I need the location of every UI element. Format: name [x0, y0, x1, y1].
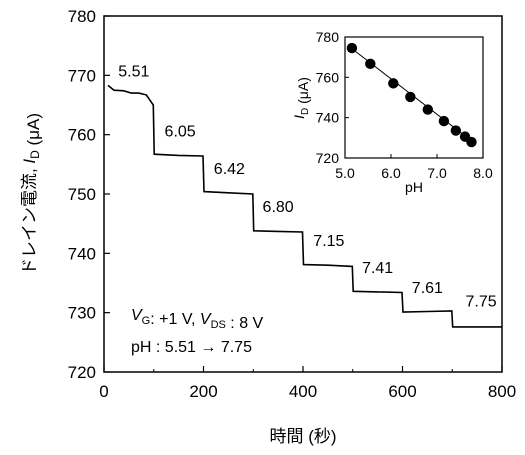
inset-y-tick-label: 720: [316, 150, 340, 166]
inset-x-axis-title: pH: [405, 179, 423, 195]
y-tick-label: 740: [68, 244, 96, 263]
x-tick-label: 800: [488, 382, 516, 401]
ph-step-label: 7.75: [466, 294, 497, 311]
inset-x-tick-label: 5.0: [335, 165, 355, 181]
ph-step-labels: 5.51 6.05 6.42 6.80 7.15 7.41 7.61 7.75: [118, 64, 496, 311]
inset-points: [346, 42, 477, 148]
y-tick-label: 780: [68, 7, 96, 26]
x-tick-label: 0: [99, 382, 108, 401]
condition-line: pH : 5.51 → 7.75: [131, 339, 252, 356]
inset-data-point: [466, 136, 477, 148]
ph-step-label: 7.15: [313, 233, 344, 250]
inset-data-point: [405, 91, 416, 103]
y-tick-label: 720: [68, 363, 96, 382]
inset-data-point: [388, 78, 399, 89]
x-tick-label: 600: [388, 382, 416, 401]
measurement-conditions: VG: +1 V, VDS : 8 V pH : 5.51 → 7.75: [131, 307, 264, 356]
y-tick-label: 760: [68, 126, 96, 145]
ph-step-label: 6.42: [214, 161, 245, 178]
inset-data-point: [438, 115, 450, 127]
inset-tick-labels: 5.0 6.0 7.0 8.0 720 740 760 780: [316, 29, 493, 181]
main-ticks: [103, 15, 503, 373]
x-tick-label: 200: [189, 382, 217, 401]
inset-y-tick-label: 740: [316, 110, 340, 126]
ph-step-label: 7.61: [412, 280, 443, 297]
inset-y-axis-title: ID (μA): [291, 77, 311, 119]
condition-line: VG: +1 V, VDS : 8 V: [131, 307, 264, 332]
main-tick-labels: 0 200 400 600 800 720 730 740 750 760 770 780: [68, 7, 517, 401]
inset-data-point: [422, 104, 433, 115]
inset-x-tick-label: 8.0: [473, 165, 493, 181]
y-tick-label: 730: [68, 304, 96, 323]
drain-current-trace: [107, 84, 502, 328]
x-tick-label: 400: [289, 382, 317, 401]
inset-x-tick-label: 7.0: [427, 165, 447, 181]
inset-data-point: [346, 42, 358, 54]
inset-ticks: [344, 36, 484, 159]
ph-step-label: 6.80: [263, 199, 294, 216]
y-tick-label: 770: [68, 66, 96, 85]
main-x-axis-title: 時間 (秒): [269, 427, 336, 446]
inset-data-point: [450, 125, 462, 136]
main-y-axis-title: ドレイン電流, ID (μA): [20, 113, 43, 275]
inset-y-tick-label: 760: [316, 69, 340, 85]
inset-data-point: [365, 58, 376, 70]
inset-x-tick-label: 6.0: [381, 165, 401, 181]
ph-step-label: 7.41: [362, 260, 393, 277]
inset-y-tick-label: 780: [316, 29, 340, 45]
ph-step-label: 5.51: [118, 64, 149, 81]
ph-step-label: 6.05: [165, 123, 196, 140]
y-tick-label: 750: [68, 185, 96, 204]
